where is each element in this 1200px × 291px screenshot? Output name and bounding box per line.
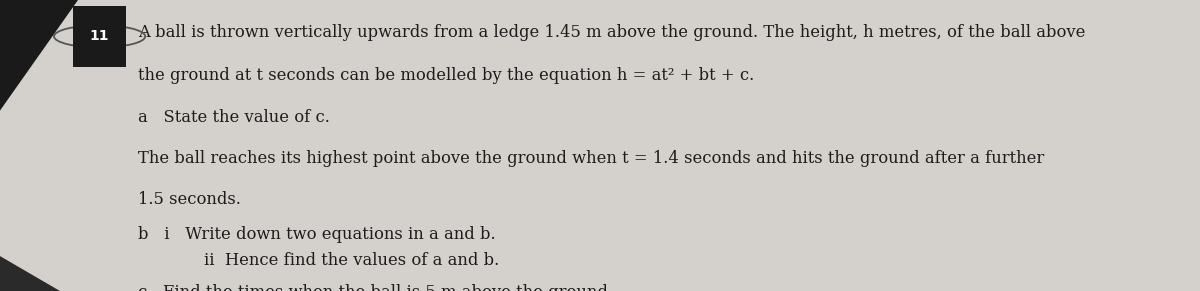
Polygon shape	[0, 0, 78, 111]
Text: The ball reaches its highest point above the ground when t = 1.4 seconds and hit: The ball reaches its highest point above…	[138, 150, 1044, 167]
Text: 11: 11	[90, 29, 109, 43]
Text: b   i   Write down two equations in a and b.: b i Write down two equations in a and b.	[138, 226, 496, 243]
Text: the ground at t seconds can be modelled by the equation h = at² + bt + c.: the ground at t seconds can be modelled …	[138, 67, 755, 84]
Text: a   State the value of c.: a State the value of c.	[138, 109, 330, 126]
FancyBboxPatch shape	[73, 6, 126, 67]
Text: A ball is thrown vertically upwards from a ledge 1.45 m above the ground. The he: A ball is thrown vertically upwards from…	[138, 24, 1085, 40]
Text: 1.5 seconds.: 1.5 seconds.	[138, 191, 241, 208]
Text: c   Find the times when the ball is 5 m above the ground.: c Find the times when the ball is 5 m ab…	[138, 284, 613, 291]
Polygon shape	[0, 256, 60, 291]
Text: ii  Hence find the values of a and b.: ii Hence find the values of a and b.	[162, 252, 499, 269]
